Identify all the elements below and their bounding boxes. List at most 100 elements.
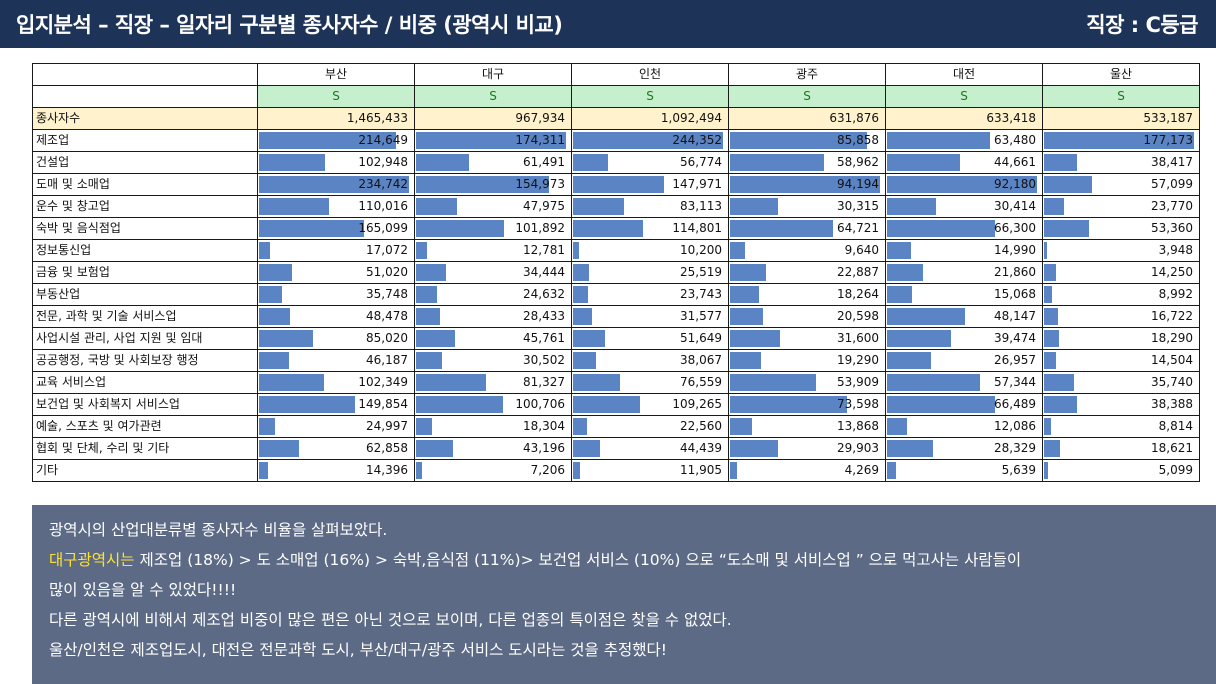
value-label: 48,478: [366, 309, 408, 323]
value-label: 20,598: [837, 309, 879, 323]
data-bar: [416, 154, 469, 171]
value-label: 57,099: [1151, 177, 1193, 191]
data-bar: [1044, 418, 1051, 435]
value-cell: 22,560: [571, 415, 729, 438]
value-cell: 44,661: [885, 151, 1043, 174]
value-label: 177,173: [1143, 133, 1193, 147]
industry-row: 부동산업 35,748 24,632 23,743 18,264 15,068 8,992: [32, 283, 1200, 306]
data-bar: [259, 220, 364, 237]
value-label: 149,854: [358, 397, 408, 411]
value-label: 92,180: [994, 177, 1036, 191]
data-bar: [259, 418, 275, 435]
data-bar: [887, 308, 965, 325]
data-bar: [573, 396, 640, 413]
value-cell: 34,444: [414, 261, 572, 284]
data-bar: [259, 198, 329, 215]
data-bar: [887, 132, 990, 149]
industry-row: 공공행정, 국방 및 사회보장 행정 46,187 30,502 38,067 19,2…: [32, 349, 1200, 372]
value-cell: 73,598: [728, 393, 886, 416]
data-bar: [1044, 220, 1089, 237]
city-header: 부산: [257, 63, 415, 86]
data-bar: [416, 264, 446, 281]
data-bar: [259, 154, 325, 171]
value-cell: 100,706: [414, 393, 572, 416]
value-cell: 35,740: [1042, 371, 1200, 394]
data-bar: [573, 440, 600, 457]
value-cell: 14,396: [257, 459, 415, 482]
value-label: 23,770: [1151, 199, 1193, 213]
value-cell: 39,474: [885, 327, 1043, 350]
value-label: 5,639: [1001, 463, 1036, 477]
value-cell: 66,489: [885, 393, 1043, 416]
value-cell: 147,971: [571, 173, 729, 196]
value-cell: 165,099: [257, 217, 415, 240]
data-bar: [730, 286, 759, 303]
value-cell: 28,329: [885, 437, 1043, 460]
value-cell: 110,016: [257, 195, 415, 218]
value-label: 18,621: [1151, 441, 1193, 455]
value-label: 81,327: [523, 375, 565, 389]
value-label: 34,444: [523, 265, 565, 279]
value-label: 48,147: [994, 309, 1036, 323]
industry-label: 금융 및 보험업: [32, 261, 258, 284]
value-label: 30,502: [523, 353, 565, 367]
value-cell: 15,068: [885, 283, 1043, 306]
industry-row: 협회 및 단체, 수리 및 기타 62,858 43,196 44,439 29,903…: [32, 437, 1200, 460]
value-cell: 9,640: [728, 239, 886, 262]
data-bar: [573, 462, 580, 479]
value-label: 14,396: [366, 463, 408, 477]
value-label: 100,706: [515, 397, 565, 411]
value-cell: 14,990: [885, 239, 1043, 262]
corner-cell: [32, 63, 258, 86]
data-bar: [730, 264, 766, 281]
value-cell: 30,315: [728, 195, 886, 218]
industry-row: 숙박 및 음식점업 165,099 101,892 114,801 64,721 66,3…: [32, 217, 1200, 240]
total-value: 967,934: [414, 107, 572, 130]
value-cell: 5,099: [1042, 459, 1200, 482]
total-value: 533,187: [1042, 107, 1200, 130]
value-label: 30,315: [837, 199, 879, 213]
value-label: 44,661: [994, 155, 1036, 169]
value-label: 85,858: [837, 133, 879, 147]
value-cell: 24,632: [414, 283, 572, 306]
value-cell: 8,992: [1042, 283, 1200, 306]
data-bar: [573, 198, 624, 215]
data-bar: [887, 352, 931, 369]
grade-row: S S S S S S: [32, 85, 1200, 108]
grade-label-cell: [32, 85, 258, 108]
value-cell: 101,892: [414, 217, 572, 240]
value-label: 47,975: [523, 199, 565, 213]
value-label: 244,352: [672, 133, 722, 147]
value-cell: 66,300: [885, 217, 1043, 240]
data-bar: [730, 352, 761, 369]
value-cell: 14,250: [1042, 261, 1200, 284]
value-cell: 94,194: [728, 173, 886, 196]
industry-employment-table: 부산 대구 인천 광주 대전 울산 S S S S S S 종사자수 1,465…: [32, 63, 1200, 482]
industry-label: 건설업: [32, 151, 258, 174]
industry-label: 운수 및 창고업: [32, 195, 258, 218]
value-label: 38,388: [1151, 397, 1193, 411]
value-label: 8,814: [1158, 419, 1193, 433]
value-cell: 16,722: [1042, 305, 1200, 328]
data-bar: [1044, 440, 1060, 457]
data-bar: [259, 462, 268, 479]
data-bar: [416, 176, 549, 193]
value-cell: 4,269: [728, 459, 886, 482]
value-cell: 63,480: [885, 129, 1043, 152]
data-bar: [573, 220, 643, 237]
page-title: 입지분석 – 직장 – 일자리 구분별 종사자수 / 비중 (광역시 비교): [16, 13, 563, 37]
value-label: 53,909: [837, 375, 879, 389]
data-bar: [1044, 396, 1077, 413]
value-cell: 7,206: [414, 459, 572, 482]
industry-row: 금융 및 보험업 51,020 34,444 25,519 22,887 21,860 14…: [32, 261, 1200, 284]
value-cell: 48,478: [257, 305, 415, 328]
value-cell: 11,905: [571, 459, 729, 482]
data-bar: [730, 154, 824, 171]
value-label: 13,868: [837, 419, 879, 433]
industry-row: 제조업 214,649 174,311 244,352 85,858 63,480 177,…: [32, 129, 1200, 152]
value-cell: 38,388: [1042, 393, 1200, 416]
value-label: 165,099: [358, 221, 408, 235]
value-label: 44,439: [680, 441, 722, 455]
value-label: 110,016: [358, 199, 408, 213]
value-cell: 234,742: [257, 173, 415, 196]
